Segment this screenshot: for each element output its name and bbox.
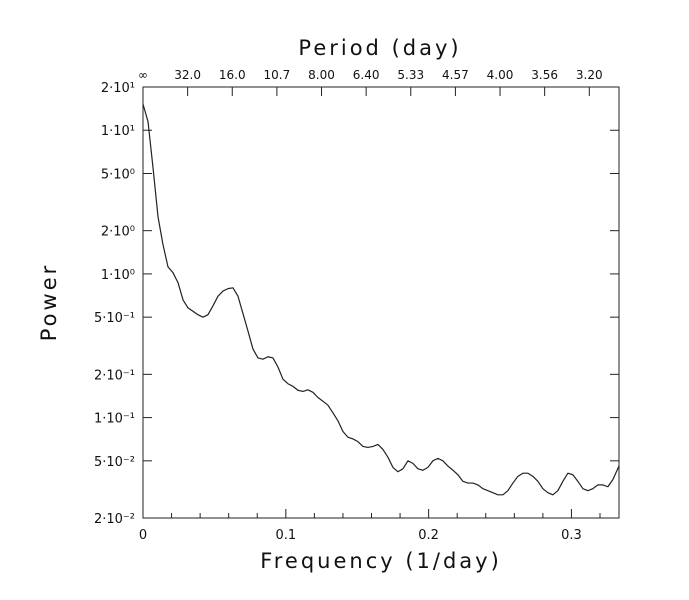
top-tick-label: 8.00 xyxy=(308,68,335,82)
top-axis-ticks: ∞ 32.0 16.0 10.7 8.00 6.40 5.33 4.57 4.00 3.56 3.2… xyxy=(138,68,603,96)
x-tick-label: 0.3 xyxy=(561,528,582,543)
top-tick-label: 3.20 xyxy=(576,68,603,82)
y-tick-label: 5·10⁻¹ xyxy=(94,311,135,326)
y-tick-label: 2·10⁰ xyxy=(101,225,135,240)
top-tick-label: ∞ xyxy=(138,68,148,82)
y-tick-label: 2·10⁻² xyxy=(94,512,135,527)
y-tick-label: 1·10⁰ xyxy=(101,268,135,283)
y-axis-ticks: 2·10¹ 1·10¹ 5·10⁰ 2·10⁰ 1·10⁰ 5·10⁻¹ 2·10⁻¹ 1·1… xyxy=(94,81,619,527)
top-tick-label: 16.0 xyxy=(219,68,246,82)
x-tick-label: 0 xyxy=(139,528,147,543)
x-tick-label: 0.1 xyxy=(275,528,296,543)
x-axis-title: Frequency (1/day) xyxy=(260,549,502,573)
y-tick-label: 2·10¹ xyxy=(101,81,135,96)
x-tick-label: 0.2 xyxy=(418,528,439,543)
top-tick-label: 10.7 xyxy=(264,68,291,82)
top-tick-label: 4.00 xyxy=(487,68,514,82)
power-spectrum-line xyxy=(142,103,620,496)
y-tick-label: 5·10⁰ xyxy=(101,167,135,182)
plot-frame xyxy=(142,86,620,519)
top-tick-label: 6.40 xyxy=(353,68,380,82)
y-tick-label: 1·10¹ xyxy=(101,124,135,139)
top-axis-title: Period (day) xyxy=(298,36,461,60)
top-tick-label: 32.0 xyxy=(174,68,201,82)
y-tick-label: 2·10⁻¹ xyxy=(94,368,135,383)
y-axis-title: Power xyxy=(37,263,61,342)
y-tick-label: 5·10⁻² xyxy=(94,455,135,470)
x-axis-ticks: 0 0.1 0.2 0.3 xyxy=(139,509,601,543)
top-tick-label: 3.56 xyxy=(531,68,558,82)
y-tick-label: 1·10⁻¹ xyxy=(94,412,135,427)
top-tick-label: 4.57 xyxy=(442,68,469,82)
top-tick-label: 5.33 xyxy=(397,68,424,82)
